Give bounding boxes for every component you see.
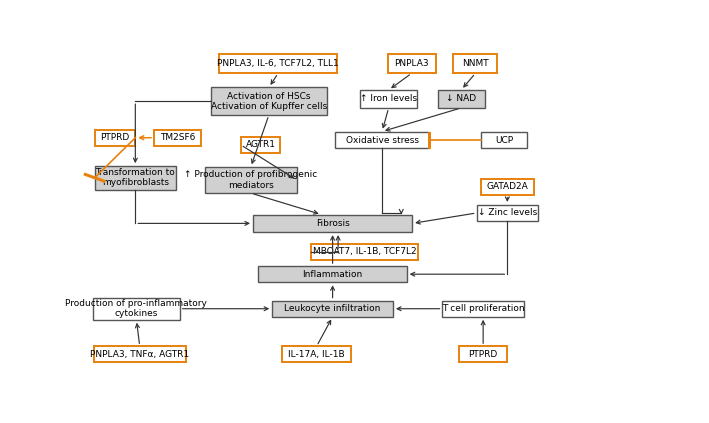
Text: TM2SF6: TM2SF6 [160, 133, 195, 142]
FancyBboxPatch shape [437, 90, 485, 108]
FancyBboxPatch shape [282, 346, 351, 363]
FancyBboxPatch shape [211, 88, 327, 115]
FancyBboxPatch shape [95, 129, 135, 146]
Text: NNMT: NNMT [462, 59, 489, 68]
Text: Transformation to
myofibroblasts: Transformation to myofibroblasts [96, 168, 175, 187]
Text: Inflammation: Inflammation [303, 270, 363, 279]
Text: ↑ Production of profibrogenic
mediators: ↑ Production of profibrogenic mediators [184, 170, 318, 190]
Text: MBOAT7, IL-1B, TCF7L2: MBOAT7, IL-1B, TCF7L2 [313, 247, 416, 256]
FancyBboxPatch shape [481, 132, 527, 148]
FancyBboxPatch shape [272, 301, 393, 317]
Text: IL-17A, IL-1B: IL-17A, IL-1B [289, 350, 345, 359]
FancyBboxPatch shape [335, 132, 430, 148]
Text: UCP: UCP [495, 135, 513, 145]
FancyBboxPatch shape [205, 167, 297, 193]
Text: AGTR1: AGTR1 [245, 140, 276, 149]
FancyBboxPatch shape [388, 54, 436, 73]
Text: PNPLA3, IL-6, TCF7L2, TLL1: PNPLA3, IL-6, TCF7L2, TLL1 [218, 59, 339, 68]
Text: GATAD2A: GATAD2A [486, 182, 528, 191]
FancyBboxPatch shape [481, 179, 534, 195]
FancyBboxPatch shape [476, 205, 538, 221]
FancyBboxPatch shape [258, 266, 407, 282]
Text: ↑ Iron levels: ↑ Iron levels [360, 94, 417, 104]
FancyBboxPatch shape [95, 166, 176, 190]
FancyBboxPatch shape [241, 137, 280, 153]
Text: PTPRD: PTPRD [469, 350, 498, 359]
Text: PNPLA3, TNFα, AGTR1: PNPLA3, TNFα, AGTR1 [90, 350, 189, 359]
FancyBboxPatch shape [454, 54, 498, 73]
Text: Production of pro-inflammatory
cytokines: Production of pro-inflammatory cytokines [65, 299, 207, 319]
FancyBboxPatch shape [219, 54, 337, 73]
FancyBboxPatch shape [359, 90, 418, 108]
Text: Activation of HSCs
Activation of Kupffer cells: Activation of HSCs Activation of Kupffer… [211, 91, 327, 111]
Text: ↓ Zinc levels: ↓ Zinc levels [478, 209, 537, 217]
FancyBboxPatch shape [442, 301, 524, 317]
FancyBboxPatch shape [311, 244, 418, 260]
Text: ↓ NAD: ↓ NAD [446, 94, 476, 104]
FancyBboxPatch shape [253, 214, 412, 232]
FancyBboxPatch shape [93, 298, 180, 320]
Text: PTPRD: PTPRD [101, 133, 130, 142]
Text: T cell proliferation: T cell proliferation [442, 304, 525, 313]
Text: Fibrosis: Fibrosis [316, 219, 350, 228]
Text: Leukocyte infiltration: Leukocyte infiltration [284, 304, 381, 313]
FancyBboxPatch shape [94, 346, 186, 363]
FancyBboxPatch shape [154, 129, 201, 146]
Text: PNPLA3: PNPLA3 [394, 59, 429, 68]
FancyBboxPatch shape [459, 346, 508, 363]
Text: Oxidative stress: Oxidative stress [345, 135, 418, 145]
